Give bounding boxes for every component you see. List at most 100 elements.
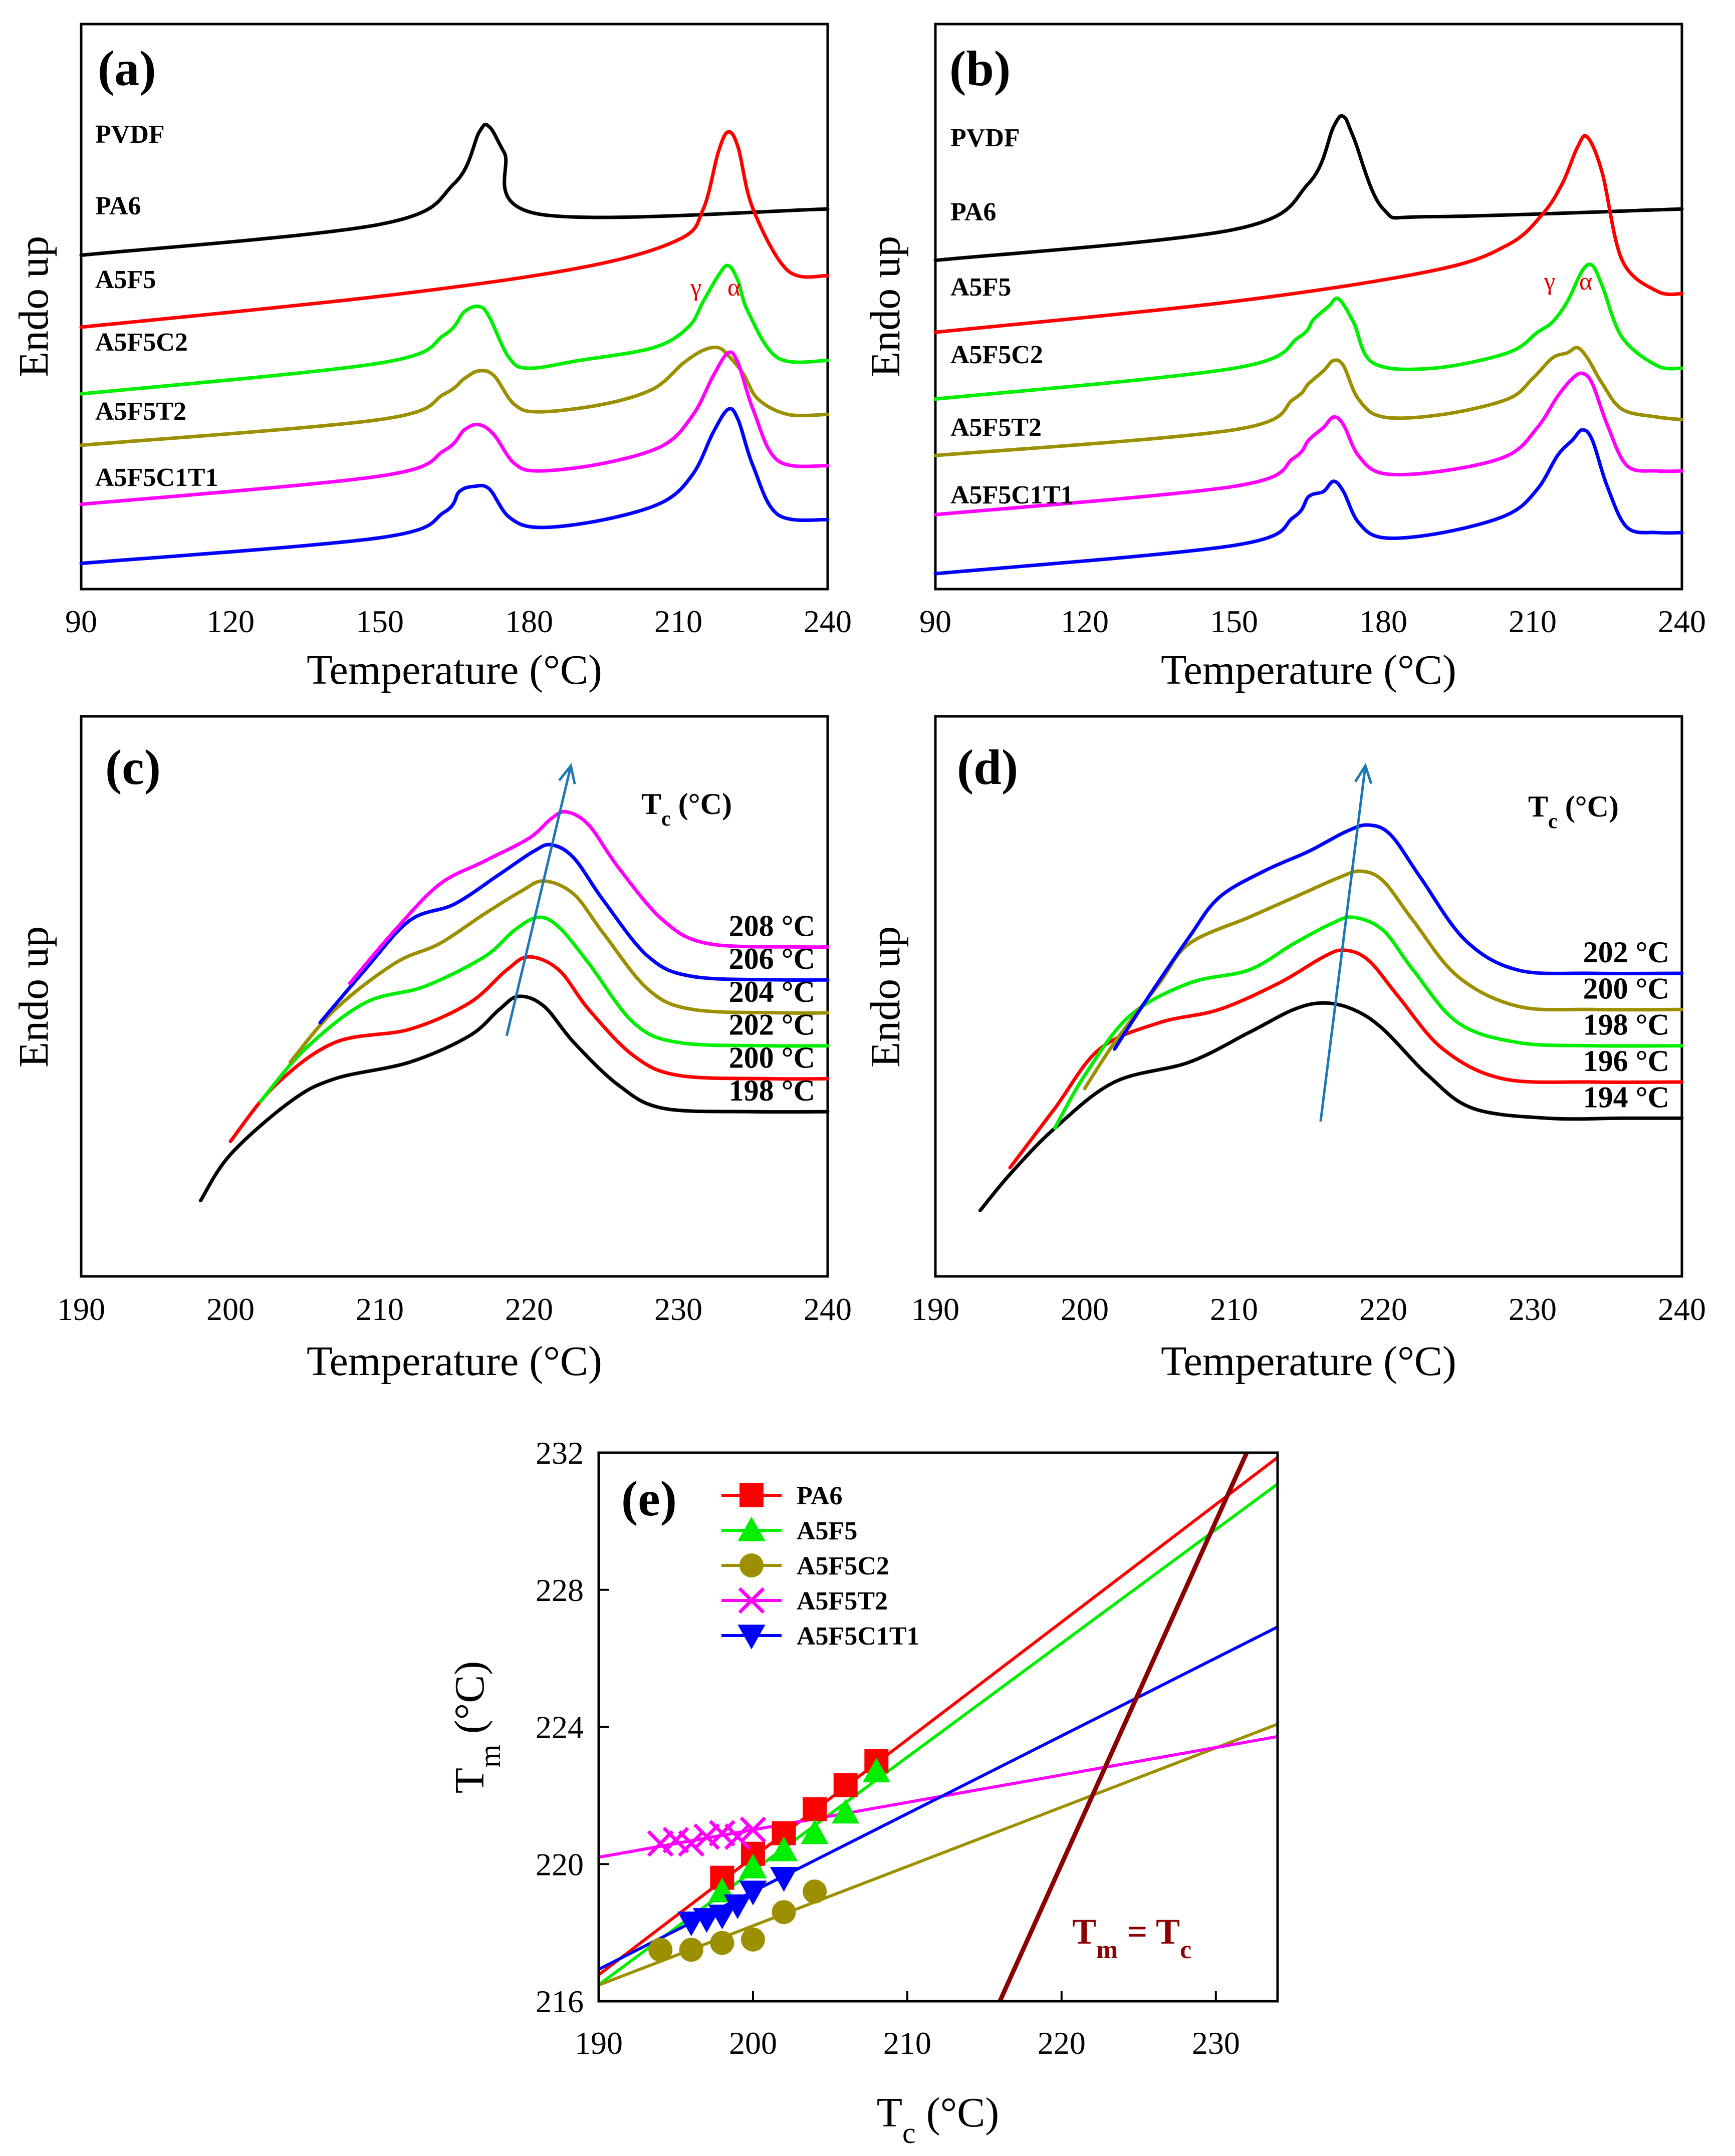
panel-c-x-tick-230: 230	[654, 1291, 702, 1327]
marker-a5f5c2-4	[772, 1900, 796, 1925]
reference-line-tm-equals-tc	[998, 1453, 1250, 2001]
panel-e-y-tick-220: 220	[536, 1846, 584, 1882]
panel-a-label-pvdf: PVDF	[95, 120, 165, 149]
panel-c-curve-200-c	[228, 955, 830, 1143]
panel-c-y-axis-label: Endo up	[11, 926, 57, 1067]
panel-b-x-tick-240: 240	[1658, 604, 1706, 639]
marker-a5f5c2-2	[710, 1931, 734, 1955]
panel-c-frame	[80, 715, 829, 1278]
panel-b-label-a5f5: A5F5	[950, 273, 1011, 302]
panel-b-curve-a5f5c1t1	[933, 428, 1684, 576]
panel-a-label-a5f5c2: A5F5C2	[95, 328, 188, 357]
marker-a5f5c1t1-3	[723, 1894, 752, 1919]
panel-c-trend-arrow-head	[558, 762, 576, 784]
panel-d-trend-arrow	[1319, 765, 1367, 1122]
panel-a-x-ticks: 90 120 150 180 210 240	[65, 604, 852, 639]
panel-a-label-a5f5t2: A5F5T2	[95, 397, 186, 426]
panel-b: (b) PVDF PA6 A5F5 A5F5C2 A5F5T2 A5F5C1T1…	[862, 23, 1706, 693]
legend-label-a5f5t2: A5F5T2	[797, 1587, 888, 1615]
marker-a5f5-5	[862, 1757, 890, 1783]
marker-a5f5c2-1	[679, 1938, 703, 1962]
panel-c-label: (c)	[105, 739, 161, 795]
panel-d-x-tick-240: 240	[1658, 1291, 1706, 1327]
marker-a5f5c1t1-1	[692, 1908, 721, 1933]
panel-b-curve-a5f5t2	[933, 371, 1684, 516]
panel-d-y-axis-label: Endo up	[862, 926, 909, 1067]
panel-b-curve-pa6	[933, 134, 1684, 334]
panel-a-curve-pvdf	[79, 122, 830, 257]
marker-a5f5-1	[739, 1853, 767, 1878]
panel-e-y-axis-label: Tm (°C)	[446, 1661, 507, 1794]
panel-c-x-ticks: 190 200 210 220 230 240	[57, 1291, 852, 1327]
panel-a: (a) PVDF PA6 A5F5 A5F5C2 A5F5T2 A5F5C1T1…	[11, 23, 852, 693]
marker-a5f5c1t1-5	[770, 1867, 798, 1892]
panel-b-curve-a5f5c2	[933, 346, 1684, 457]
panel-d-curve-198-c	[1053, 915, 1684, 1130]
panel-d-x-tick-230: 230	[1509, 1291, 1557, 1327]
marker-pa6-3	[803, 1797, 827, 1821]
panel-d-frame	[934, 715, 1683, 1278]
panel-d-curve-label-194-c: 194 °C	[1583, 1081, 1669, 1114]
panel-e-legend: PA6 A5F5 A5F5C2 A5F5T2 A5F5C1T1	[721, 1482, 920, 1651]
panel-e-x-tick-200: 200	[729, 2025, 777, 2061]
panel-c-legend-title: Tc (°C)	[641, 787, 732, 831]
panel-c-curve-label-208-c: 208 °C	[729, 909, 815, 942]
panel-a-curve-pa6	[79, 130, 830, 329]
panel-b-curve-a5f5	[933, 262, 1684, 401]
panel-e-y-tick-216: 216	[536, 1984, 584, 2019]
marker-pa6-4	[833, 1773, 858, 1797]
panel-c-curve-208-c	[348, 810, 830, 985]
panel-d-x-tick-200: 200	[1061, 1291, 1109, 1327]
panel-a-x-axis-label: Temperature (°C)	[307, 647, 602, 693]
panel-b-label-pvdf: PVDF	[950, 124, 1020, 152]
marker-a5f5c1t1-2	[708, 1905, 736, 1930]
panel-b-labels: PVDF PA6 A5F5 A5F5C2 A5F5T2 A5F5C1T1 γ α	[950, 124, 1592, 509]
panel-e-y-tick-224: 224	[536, 1710, 584, 1745]
marker-a5f5t2-6	[739, 1816, 767, 1843]
panel-a-series	[79, 122, 830, 566]
panel-c-x-axis-label: Temperature (°C)	[307, 1338, 602, 1385]
legend-marker-a5f5c1t1	[737, 1625, 766, 1650]
panel-e-markers	[647, 1749, 890, 1962]
marker-a5f5-2	[770, 1836, 798, 1861]
panel-b-x-ticks: 90 120 150 180 210 240	[919, 604, 1706, 639]
legend-marker-a5f5	[737, 1516, 766, 1541]
panel-e-ticks: 190 200 210 220 230 216 220 224 228 232	[536, 1435, 1240, 2061]
panel-d-trend-arrow-head	[1354, 762, 1373, 784]
panel-a-alpha-annotation: α	[727, 273, 740, 301]
legend-label-a5f5: A5F5	[797, 1517, 857, 1545]
panel-d-x-axis-label: Temperature (°C)	[1161, 1338, 1456, 1385]
panel-d-legend-title: Tc (°C)	[1528, 790, 1619, 833]
marker-a5f5c2-5	[803, 1879, 827, 1904]
panel-b-label-pa6: PA6	[950, 198, 996, 226]
panel-d-curve-202-c	[1113, 823, 1684, 1051]
marker-a5f5-4	[832, 1798, 860, 1824]
panel-b-y-axis-label: Endo up	[862, 236, 909, 377]
marker-a5f5t2-3	[693, 1823, 720, 1850]
panel-d-curve-label-196-c: 196 °C	[1583, 1044, 1669, 1077]
panel-c-x-tick-200: 200	[206, 1291, 255, 1327]
panel-e-x-tick-230: 230	[1192, 2025, 1240, 2061]
legend-marker-a5f5c2	[739, 1553, 764, 1577]
legend-label-a5f5c2: A5F5C2	[797, 1552, 889, 1580]
marker-a5f5t2-1	[662, 1826, 689, 1853]
panel-b-x-tick-210: 210	[1509, 604, 1557, 639]
panel-c-curve-204-c	[288, 879, 830, 1064]
panel-b-x-tick-180: 180	[1359, 604, 1407, 639]
panel-c-curve-label-200-c: 200 °C	[729, 1041, 815, 1074]
marker-a5f5t2-4	[708, 1820, 735, 1847]
panel-b-gamma-annotation: γ	[1544, 267, 1555, 295]
panel-a-label-pa6: PA6	[95, 192, 141, 220]
panel-a-x-tick-210: 210	[654, 604, 702, 639]
marker-a5f5c2-3	[740, 1927, 765, 1952]
panel-a-x-tick-150: 150	[356, 604, 404, 639]
panel-b-label-a5f5t2: A5F5T2	[950, 413, 1042, 442]
panel-d-curve-label-198-c: 198 °C	[1583, 1008, 1669, 1041]
panel-a-label: (a)	[98, 41, 156, 96]
panel-c-trend-arrow	[505, 765, 572, 1036]
